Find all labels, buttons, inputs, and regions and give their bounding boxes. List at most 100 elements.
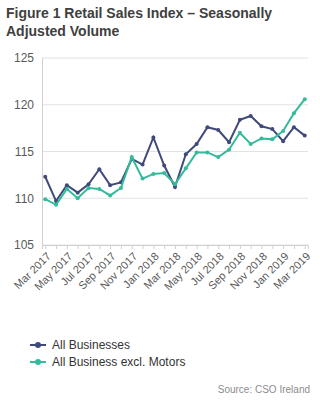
x-tick-mark [175,245,176,249]
y-axis-line [42,59,43,246]
x-tick-mark [229,245,230,249]
x-tick-mark [294,245,295,249]
point [173,182,177,186]
point [108,183,112,187]
point [216,128,220,132]
point [86,182,90,186]
point [141,163,145,167]
point [195,150,199,154]
series-line [45,116,305,201]
x-tick-mark [207,245,208,249]
x-tick-mark [132,245,133,249]
point [216,155,220,159]
point [108,193,112,197]
point [249,114,253,118]
x-tick-mark [121,245,122,249]
point [151,135,155,139]
title: Figure 1 Retail Sales Index – Seasonally… [6,5,272,39]
chart: Figure 1 Retail Sales Index – Seasonally… [0,0,320,400]
legend-item: All Businesses [30,338,130,352]
y-tick-label: 125 [14,51,34,65]
legend-label: All Businesses [52,338,130,352]
legend-marker [35,359,41,365]
x-tick [99,245,100,249]
point [260,124,264,128]
x-tick [251,245,252,249]
grid-line [42,104,308,105]
x-axis: Mar 2017May 2017Jul 2017Sep 2017Nov 2017… [12,245,313,293]
x-tick [164,245,165,249]
x-tick [78,245,79,249]
x-tick-mark [240,245,241,249]
point [97,187,101,191]
y-tick-label: 115 [15,145,34,159]
source-note: Source: CSO Ireland [218,384,310,395]
y-tick: 125 [14,51,42,65]
x-tick-mark [110,245,111,249]
point [65,183,69,187]
x-tick-mark [143,245,144,249]
y-tick: 110 [15,192,42,206]
point [119,186,123,190]
point [76,196,80,200]
x-tick [272,245,273,249]
x-axis-line [43,246,309,250]
point [303,97,307,101]
x-tick-mark [251,245,252,249]
x-tick-mark [78,245,79,249]
point [238,118,242,122]
y-tick: 120 [14,98,42,112]
legend-item: All Business excl. Motors [30,355,185,369]
x-tick: Mar 2019 [271,245,312,291]
x-tick [56,245,57,249]
x-tick-mark [262,245,263,249]
title-line: Adjusted Volume [6,23,120,39]
x-tick-mark [272,245,273,249]
x-tick-mark [305,245,306,249]
grid [42,58,308,245]
legend-label: All Business excl. Motors [52,355,185,369]
x-tick [294,245,295,249]
x-tick [143,245,144,249]
point [76,191,80,195]
y-tick: 115 [15,145,42,159]
x-tick-mark [67,245,68,249]
x-tick-mark [218,245,219,249]
point [292,125,296,129]
point [43,197,47,201]
grid-line [42,198,308,199]
point [54,203,58,207]
point [43,175,47,179]
point [65,187,69,191]
point [281,129,285,133]
x-tick [186,245,187,249]
y-tick-label: 105 [14,238,34,252]
x-tick-mark [283,245,284,249]
legend: All Businesses All Business excl. Motors [30,338,185,369]
grid-line [42,151,308,152]
point [162,171,166,175]
point [205,125,209,129]
point [97,167,101,171]
point [238,131,242,135]
point [162,164,166,168]
point [195,142,199,146]
y-axis: 105 110 115 120 125 [14,51,43,252]
series-line [45,99,305,205]
point [205,150,209,154]
y-tick-label: 120 [14,98,34,112]
point [184,152,188,156]
series-markers [43,114,307,203]
x-tick [207,245,208,249]
point [130,155,134,159]
plot-area [43,97,307,207]
point [281,139,285,143]
point [184,166,188,170]
point [249,142,253,146]
grid-line [42,58,308,59]
point [303,134,307,138]
title-line: Figure 1 Retail Sales Index – Seasonally [6,5,272,21]
point [292,111,296,115]
x-tick-mark [197,245,198,249]
point [270,137,274,141]
